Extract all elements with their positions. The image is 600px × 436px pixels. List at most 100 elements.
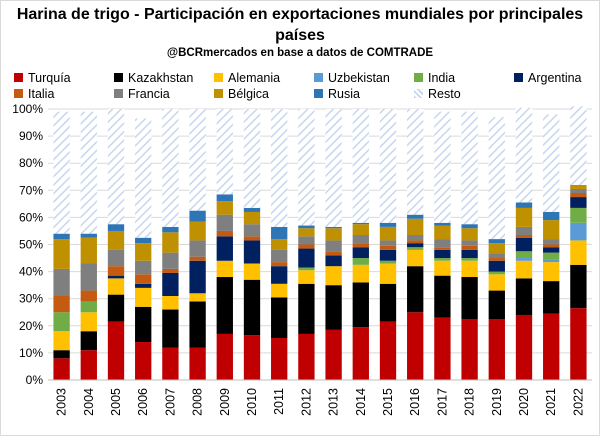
y-tick-label: 10% (19, 346, 43, 360)
bar-segment-resto-2005 (107, 109, 125, 225)
bar-stack-2008 (189, 109, 206, 380)
bar-segment-belgica-2010 (243, 211, 261, 225)
bar-segment-alemania-2006 (135, 287, 152, 307)
bar-segment-belgica-2004 (80, 237, 97, 264)
legend-swatch (314, 73, 323, 82)
bar-segment-resto-2015 (379, 109, 397, 223)
y-tick-label: 70% (19, 183, 43, 197)
bar-segment-alemania-2015 (379, 263, 397, 284)
bar-segment-resto-2004 (80, 111, 97, 234)
bar-segment-italia-2016 (407, 240, 424, 244)
bar-segment-belgica-2003 (53, 239, 70, 269)
bar-segment-india-2019 (488, 271, 505, 275)
bar-segment-resto-2003 (53, 111, 70, 234)
bar-segment-belgica-2021 (543, 220, 560, 240)
bar-segment-italia-2015 (379, 245, 397, 250)
bar-segment-argentina-2021 (543, 247, 560, 253)
legend-label: Italia (28, 87, 55, 101)
bar-segment-francia-2019 (488, 253, 505, 259)
bar-segment-argentina-2013 (325, 255, 342, 267)
x-tick-label: 2012 (299, 388, 313, 416)
x-tick-label: 2008 (191, 388, 205, 416)
bar-segment-argentina-2005 (107, 275, 125, 279)
bar-stack-2013 (325, 109, 342, 380)
bar-segment-alemania-2008 (189, 293, 206, 302)
bar-segment-resto-2007 (162, 109, 179, 227)
bar-segment-argentina-2010 (243, 240, 261, 264)
bar-segment-italia-2007 (162, 268, 179, 273)
bar-segment-resto-2013 (325, 109, 342, 227)
bar-stack-2004 (80, 111, 97, 380)
bar-segment-argentina-2009 (216, 236, 233, 261)
bar-stack-2006 (135, 118, 152, 380)
bar-segment-turquia-2006 (135, 342, 152, 380)
bar-segment-rusia-2003 (53, 233, 70, 240)
bar-segment-francia-2014 (352, 235, 369, 244)
bar-segment-francia-2012 (298, 236, 315, 245)
bar-segment-alemania-2005 (107, 278, 125, 295)
y-tick-label: 20% (19, 319, 43, 333)
bar-segment-italia-2006 (135, 274, 152, 284)
bar-segment-alemania-2016 (407, 249, 424, 267)
bar-segment-rusia-2005 (107, 224, 125, 231)
bar-segment-alemania-2009 (216, 260, 233, 278)
bar-segment-alemania-2019 (488, 274, 505, 291)
bar-segment-belgica-2022 (570, 184, 587, 189)
bar-segment-kazakhstan-2005 (107, 294, 125, 322)
bar-segment-kazakhstan-2008 (189, 301, 206, 348)
bar-segment-francia-2016 (407, 235, 424, 241)
legend-swatch (14, 89, 23, 98)
bar-segment-kazakhstan-2014 (352, 282, 369, 328)
bar-segment-resto-2012 (298, 109, 315, 226)
bar-stack-2005 (107, 109, 125, 380)
bar-segment-kazakhstan-2018 (461, 277, 478, 320)
bar-segment-turquia-2021 (543, 313, 560, 380)
bar-segment-rusia-2018 (461, 224, 478, 229)
bar-segment-turquia-2014 (352, 327, 369, 380)
bar-segment-italia-2005 (107, 266, 125, 276)
bar-segment-india-2003 (53, 312, 70, 332)
bar-segment-rusia-2016 (407, 214, 424, 219)
legend-swatch (114, 73, 123, 82)
bar-segment-kazakhstan-2003 (53, 350, 70, 359)
bar-segment-alemania-2021 (543, 262, 560, 282)
bar-segment-turquia-2018 (461, 319, 478, 380)
bar-segment-argentina-2019 (488, 260, 505, 272)
bar-segment-argentina-2016 (407, 243, 424, 248)
x-tick-label: 2006 (136, 388, 150, 416)
bar-segment-uzbekistan-2021 (543, 259, 560, 263)
bar-segment-belgica-2007 (162, 232, 179, 253)
bar-segment-kazakhstan-2022 (570, 264, 587, 309)
bar-segment-india-2014 (352, 258, 369, 265)
bar-segment-resto-2010 (243, 109, 261, 208)
bar-segment-alemania-2017 (434, 260, 451, 276)
legend-swatch (214, 89, 223, 98)
bar-segment-argentina-2015 (379, 249, 397, 261)
bar-segment-turquia-2020 (515, 314, 533, 380)
bar-segment-resto-2017 (434, 111, 451, 223)
bar-segment-belgica-2011 (271, 239, 288, 250)
bar-segment-kazakhstan-2015 (379, 283, 397, 322)
bar-segment-kazakhstan-2012 (298, 283, 315, 334)
bar-segment-rusia-2015 (379, 222, 397, 227)
legend-swatch (514, 73, 523, 82)
y-tick-label: 40% (19, 265, 43, 279)
bar-segment-italia-2009 (216, 230, 233, 237)
bar-segment-italia-2004 (80, 290, 97, 302)
bar-segment-belgica-2015 (379, 226, 397, 241)
bar-segment-rusia-2010 (243, 207, 261, 212)
bar-segment-francia-2015 (379, 240, 397, 246)
bar-segment-belgica-2012 (298, 228, 315, 237)
legend-label: Francia (128, 87, 170, 101)
y-tick-label: 100% (12, 102, 43, 116)
bar-segment-rusia-2020 (515, 202, 533, 208)
bar-segment-argentina-2006 (135, 283, 152, 288)
y-tick-label: 30% (19, 292, 43, 306)
bar-segment-belgica-2019 (488, 243, 505, 254)
bar-segment-rusia-2011 (271, 226, 288, 240)
y-tick-label: 60% (19, 210, 43, 224)
bar-segment-francia-2003 (53, 268, 70, 296)
bar-segment-alemania-2018 (461, 260, 478, 278)
bar-segment-turquia-2005 (107, 321, 125, 380)
bar-segment-rusia-2007 (162, 226, 179, 233)
